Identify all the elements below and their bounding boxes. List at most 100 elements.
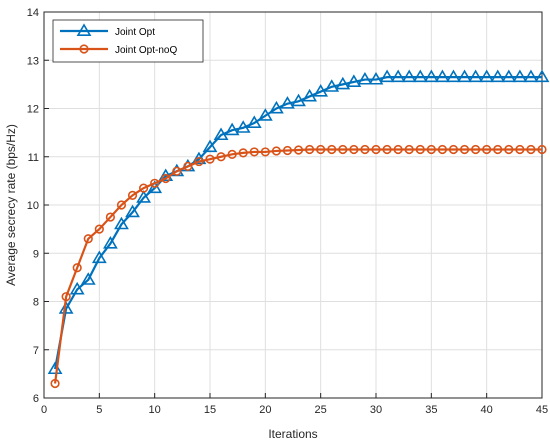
data-point <box>335 76 351 90</box>
data-point <box>216 152 226 162</box>
data-point <box>426 144 436 155</box>
data-point <box>238 148 248 158</box>
data-point <box>58 301 74 314</box>
legend: Joint Opt Joint Opt-noQ <box>52 19 204 63</box>
data-point <box>482 144 492 155</box>
data-point <box>150 178 160 188</box>
data-point <box>235 120 251 133</box>
y-axis: 6 7 8 9 10 11 12 13 14 <box>27 7 49 405</box>
data-point <box>382 144 392 155</box>
data-point <box>327 144 337 155</box>
data-point <box>139 183 149 193</box>
legend-label-0: Joint Opt <box>115 27 155 38</box>
data-point <box>269 100 284 114</box>
data-point <box>183 161 193 171</box>
x-tick-label: 35 <box>425 404 437 416</box>
data-point <box>69 281 85 295</box>
y-tick-label: 11 <box>28 152 39 164</box>
data-point <box>379 69 395 83</box>
legend-marker-0 <box>76 23 92 37</box>
data-point <box>127 190 138 200</box>
data-point <box>360 144 370 155</box>
data-point <box>435 69 450 83</box>
data-point <box>357 71 373 85</box>
legend-label-1: Joint Opt-noQ <box>115 45 177 56</box>
data-point <box>271 146 282 156</box>
x-tick-label: 25 <box>315 404 327 416</box>
data-point <box>213 127 229 141</box>
y-tick-label: 14 <box>27 7 39 19</box>
series-layer <box>47 69 550 389</box>
data-point <box>515 144 525 155</box>
data-point <box>257 108 273 121</box>
data-point <box>72 263 82 273</box>
x-tick-label: 45 <box>536 404 548 416</box>
data-point <box>324 79 340 92</box>
data-point <box>368 71 384 85</box>
data-point <box>305 144 315 155</box>
y-tick-label: 6 <box>33 393 39 405</box>
data-point <box>437 144 448 155</box>
data-point <box>293 145 304 155</box>
data-point <box>404 144 414 155</box>
legend-box <box>52 19 204 63</box>
data-point <box>50 378 60 389</box>
data-point <box>302 88 317 102</box>
data-point <box>147 180 163 194</box>
data-point <box>338 144 348 155</box>
data-point <box>468 69 483 83</box>
data-point <box>415 144 425 155</box>
data-point <box>91 250 107 264</box>
y-tick-label: 9 <box>33 248 39 260</box>
data-point <box>459 144 470 155</box>
data-point <box>371 144 381 155</box>
data-point <box>282 145 293 156</box>
data-point <box>346 74 362 87</box>
data-point <box>202 139 218 153</box>
data-point <box>316 144 326 155</box>
data-point <box>227 149 237 159</box>
data-point <box>116 200 127 210</box>
x-tick-label: 10 <box>149 404 161 416</box>
y-tick-label: 12 <box>27 104 39 116</box>
data-point <box>512 69 528 83</box>
x-axis-label: Iterations <box>268 427 317 441</box>
data-point <box>249 147 259 157</box>
legend-marker-1 <box>79 44 89 54</box>
data-point <box>313 84 329 97</box>
y-tick-label: 13 <box>27 55 39 67</box>
data-point <box>537 144 547 155</box>
data-point <box>390 69 406 83</box>
data-point <box>349 144 359 155</box>
data-point <box>125 204 140 218</box>
y-tick-label: 7 <box>33 345 39 357</box>
data-point <box>401 69 417 83</box>
data-point <box>534 69 550 83</box>
data-point <box>493 144 503 155</box>
x-tick-label: 30 <box>370 404 382 416</box>
data-point <box>526 144 536 155</box>
data-point <box>80 272 96 285</box>
data-point <box>224 122 240 136</box>
data-point <box>423 69 439 83</box>
data-point <box>136 190 151 203</box>
data-point <box>393 144 403 155</box>
data-point <box>457 69 472 83</box>
data-point <box>246 115 262 128</box>
data-point <box>479 69 495 83</box>
data-point <box>161 173 171 184</box>
x-tick-label: 40 <box>481 404 493 416</box>
y-tick-label: 8 <box>33 297 39 309</box>
series-0 <box>47 69 550 375</box>
data-point <box>523 69 539 83</box>
data-point <box>172 166 182 176</box>
data-point <box>412 69 428 83</box>
data-point <box>280 96 295 109</box>
data-point <box>105 212 115 222</box>
data-point <box>504 144 514 155</box>
y-tick-label: 10 <box>27 200 39 212</box>
data-point <box>446 69 461 83</box>
data-point <box>471 144 481 155</box>
data-point <box>260 147 270 157</box>
